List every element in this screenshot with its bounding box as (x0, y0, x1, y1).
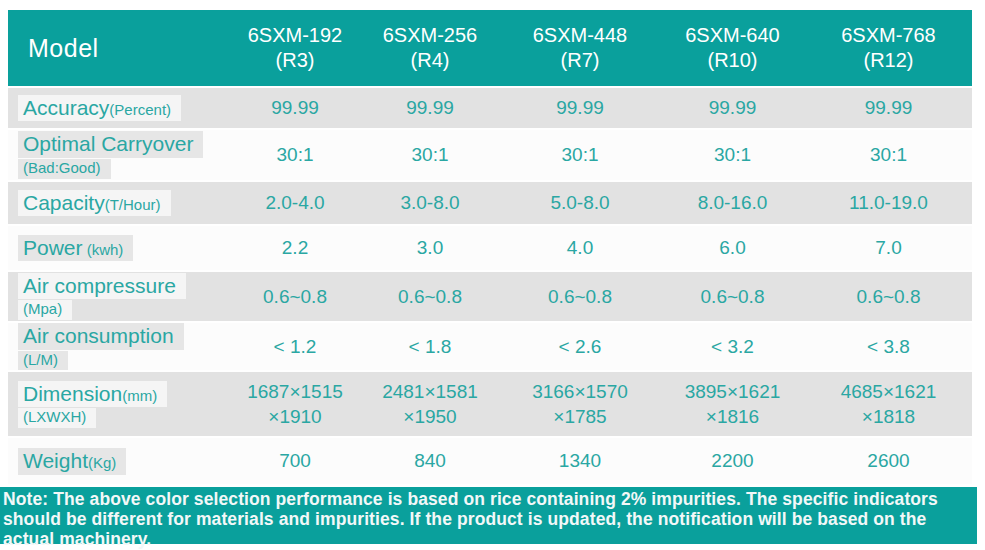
table-header-row: Model 6SXM-192(R3)6SXM-256(R4)6SXM-448(R… (8, 10, 972, 86)
row-label-subline: (L/M) (18, 351, 68, 371)
cell-value: 30:1 (500, 142, 660, 168)
row-label-text: Accuracy (23, 96, 109, 119)
cell-value: 99.99 (660, 95, 805, 121)
cell-value: 2.2 (230, 235, 360, 261)
row-label-unit: (kwh) (83, 241, 124, 258)
table-row: Air compressure(Mpa)0.6~0.80.6~0.80.6~0.… (8, 272, 972, 321)
cell-value: 3.0 (360, 235, 500, 261)
cell-value: 0.6~0.8 (230, 284, 360, 310)
table-row: Optimal Carryover(Bad:Good)30:130:130:13… (8, 130, 972, 180)
row-label-text: Air consumption (23, 324, 174, 347)
note-bar: Note: The above color selection performa… (0, 487, 977, 544)
note-line: Note: The above color selection performa… (3, 489, 977, 509)
spec-table: Model 6SXM-192(R3)6SXM-256(R4)6SXM-448(R… (8, 10, 972, 484)
cell-value: 3.0-8.0 (360, 190, 500, 216)
row-label-text: Air compressure (23, 274, 176, 297)
row-label: Accuracy(Percent) (8, 95, 230, 122)
row-label-unit: (mm) (122, 387, 157, 404)
cell-value: 2200 (660, 448, 805, 474)
row-label-subline: (Mpa) (18, 300, 72, 320)
cell-value: 11.0-19.0 (805, 190, 972, 216)
header-columns: 6SXM-192(R3)6SXM-256(R4)6SXM-448(R7)6SXM… (230, 23, 972, 73)
cell-value: 3895×1621 ×1816 (660, 379, 805, 430)
table-row: Power (kwh)2.23.04.06.07.0 (8, 226, 972, 270)
cell-value: 1687×1515 ×1910 (230, 379, 360, 430)
row-label-unit: (T/Hour) (105, 196, 161, 213)
cell-value: 0.6~0.8 (660, 284, 805, 310)
row-label-unit: (Kg) (88, 454, 116, 471)
cell-value: 0.6~0.8 (360, 284, 500, 310)
row-label-text: Capacity (23, 191, 105, 214)
cell-value: < 1.8 (360, 334, 500, 360)
cell-value: 30:1 (660, 142, 805, 168)
model-name: 6SXM-256 (360, 23, 500, 48)
row-label-text: Weight (23, 449, 88, 472)
row-label: Weight(Kg) (8, 448, 230, 475)
cell-value: 4.0 (500, 235, 660, 261)
model-variant: (R10) (660, 48, 805, 73)
model-name: 6SXM-192 (230, 23, 360, 48)
cell-value: 8.0-16.0 (660, 190, 805, 216)
model-variant: (R4) (360, 48, 500, 73)
cell-value: 30:1 (805, 142, 972, 168)
cell-value: 7.0 (805, 235, 972, 261)
cell-value: 0.6~0.8 (500, 284, 660, 310)
model-variant: (R12) (805, 48, 972, 73)
model-name: 6SXM-768 (805, 23, 972, 48)
cell-value: 99.99 (500, 95, 660, 121)
cell-value: 4685×1621 ×1818 (805, 379, 972, 430)
row-label-unit: (Percent) (109, 101, 171, 118)
cell-value: 2600 (805, 448, 972, 474)
cell-value: 0.6~0.8 (805, 284, 972, 310)
cell-value: 99.99 (360, 95, 500, 121)
column-header: 6SXM-256(R4) (360, 23, 500, 73)
cell-value: 2481×1581 ×1950 (360, 379, 500, 430)
row-label: Capacity(T/Hour) (8, 190, 230, 217)
row-label: Optimal Carryover (Bad:Good) (8, 131, 230, 178)
cell-value: 2.0-4.0 (230, 190, 360, 216)
row-label-subline: (Bad:Good) (18, 159, 111, 179)
row-label: Power (kwh) (8, 235, 230, 262)
table-row: Weight(Kg)700840134022002600 (8, 438, 972, 484)
model-header-label: Model (8, 34, 230, 63)
model-variant: (R7) (500, 48, 660, 73)
table-row: Accuracy(Percent)99.9999.9999.9999.9999.… (8, 88, 972, 128)
row-label: Dimension(mm) (LXWXH) (8, 381, 230, 428)
model-variant: (R3) (230, 48, 360, 73)
cell-value: 6.0 (660, 235, 805, 261)
cell-value: 700 (230, 448, 360, 474)
cell-value: < 3.2 (660, 334, 805, 360)
row-label: Air compressure (Mpa) (8, 273, 230, 320)
model-name: 6SXM-448 (500, 23, 660, 48)
row-label: Air consumption (L/M) (8, 323, 230, 370)
row-label-text: Power (23, 236, 83, 259)
cell-value: 840 (360, 448, 500, 474)
column-header: 6SXM-768(R12) (805, 23, 972, 73)
table-body: Accuracy(Percent)99.9999.9999.9999.9999.… (8, 88, 972, 484)
table-row: Air consumption (L/M) < 1.2< 1.8< 2.6< 3.2… (8, 323, 972, 370)
cell-value: 5.0-8.0 (500, 190, 660, 216)
cell-value: 99.99 (230, 95, 360, 121)
column-header: 6SXM-192(R3) (230, 23, 360, 73)
cell-value: 99.99 (805, 95, 972, 121)
note-line: actual machinery. (3, 529, 977, 549)
cell-value: 30:1 (360, 142, 500, 168)
column-header: 6SXM-448(R7) (500, 23, 660, 73)
row-label-text: Optimal Carryover (23, 132, 193, 155)
table-row: Capacity(T/Hour)2.0-4.03.0-8.05.0-8.08.0… (8, 182, 972, 224)
note-line: should be different for materials and im… (3, 509, 977, 529)
cell-value: < 1.2 (230, 334, 360, 360)
spec-sheet: Model 6SXM-192(R3)6SXM-256(R4)6SXM-448(R… (0, 0, 985, 550)
cell-value: 30:1 (230, 142, 360, 168)
cell-value: 1340 (500, 448, 660, 474)
cell-value: < 3.8 (805, 334, 972, 360)
row-label-subline: (LXWXH) (18, 408, 96, 428)
cell-value: 3166×1570 ×1785 (500, 379, 660, 430)
column-header: 6SXM-640(R10) (660, 23, 805, 73)
cell-value: < 2.6 (500, 334, 660, 360)
table-row: Dimension(mm) (LXWXH) 1687×1515 ×19102481×… (8, 372, 972, 436)
model-name: 6SXM-640 (660, 23, 805, 48)
row-label-text: Dimension (23, 382, 122, 405)
